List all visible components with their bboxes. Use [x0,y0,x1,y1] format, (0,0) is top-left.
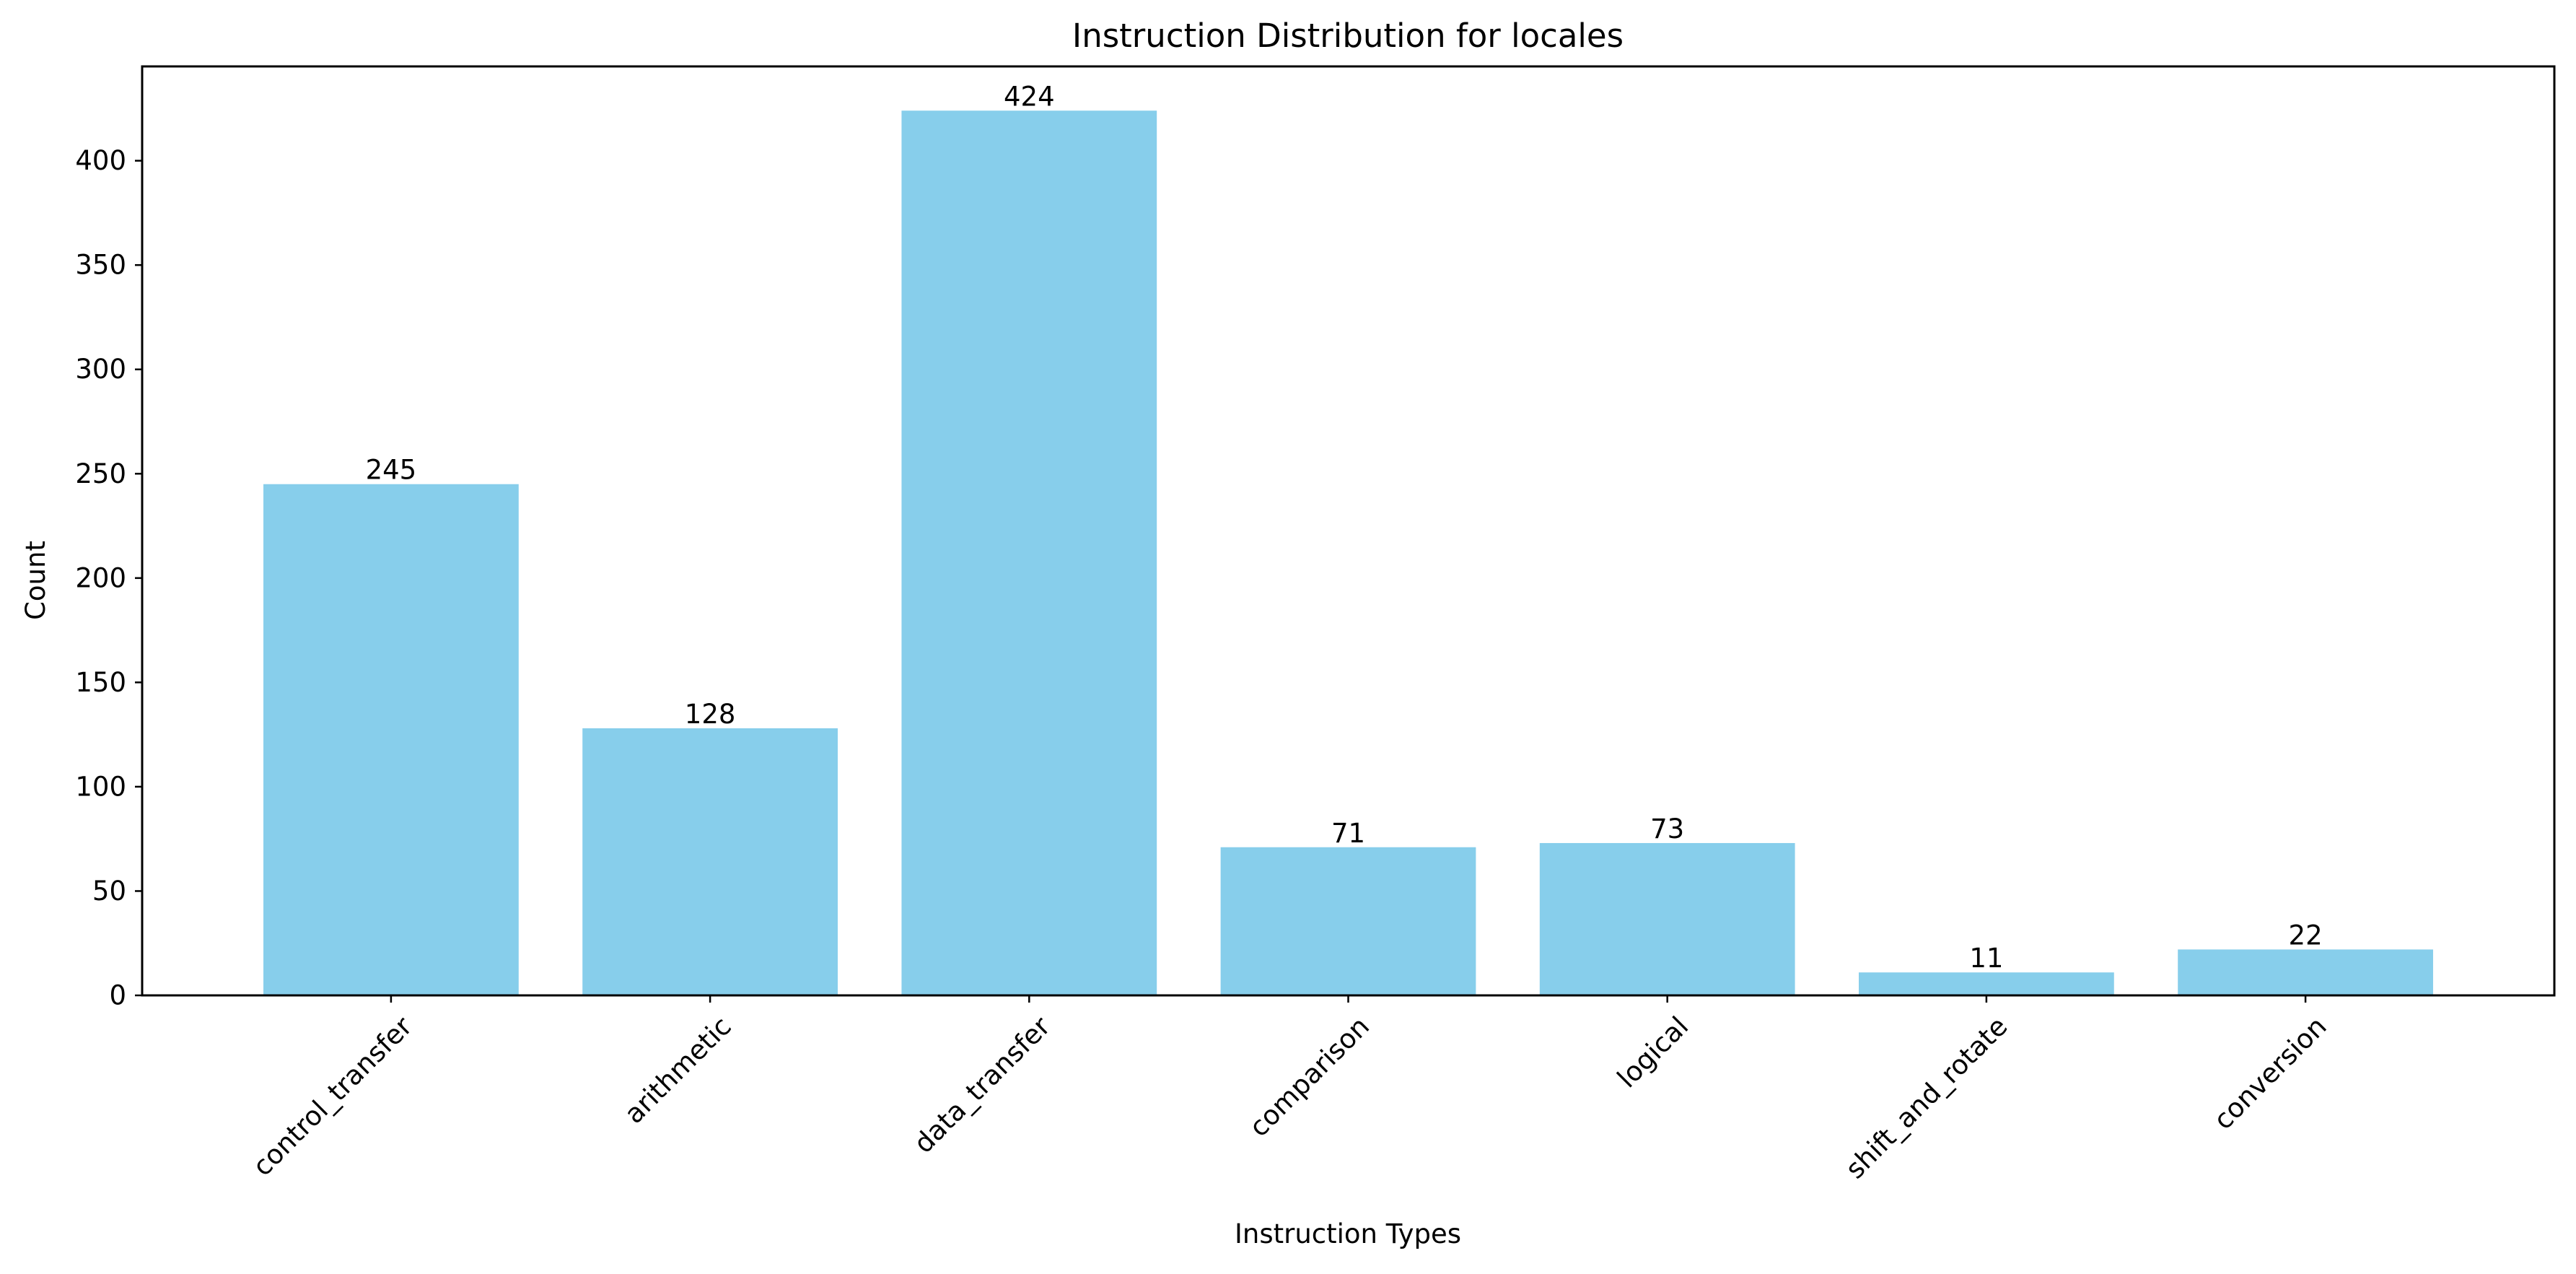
y-tick-label-0: 0 [109,980,126,1011]
y-tick-label-100: 100 [75,771,126,802]
data-label-control-transfer: 245 [366,455,417,486]
bar-logical [1539,842,1795,995]
y-tick-label-250: 250 [75,458,126,489]
bar-conversion [2178,949,2433,995]
y-tick-label-300: 300 [75,354,126,385]
data-labels-layer: 245 128 424 71 73 11 22 [366,81,2323,974]
x-tick-label-shift-and-rotate: shift_and_rotate [1839,1011,2013,1184]
x-tick-label-data-transfer: data_transfer [908,1011,1056,1159]
y-tick-label-400: 400 [75,145,126,176]
data-label-conversion: 22 [2289,920,2323,951]
x-tick-label-arithmetic: arithmetic [618,1011,737,1130]
data-label-comparison: 71 [1331,818,1365,849]
x-tick-label-comparison: comparison [1243,1011,1375,1143]
x-tick-label-conversion: conversion [2207,1011,2332,1135]
y-tick-label-150: 150 [75,667,126,698]
y-axis-title: Count [20,541,51,620]
chart-title: Instruction Distribution for locales [1072,17,1624,55]
bars-layer [263,110,2433,995]
x-tick-label-logical: logical [1611,1011,1694,1094]
data-label-shift-and-rotate: 11 [1969,943,2003,974]
y-tick-label-200: 200 [75,562,126,593]
data-label-logical: 73 [1650,813,1684,845]
y-tick-label-350: 350 [75,250,126,281]
y-axis: 0 50 100 150 200 250 300 350 400 [75,145,142,1011]
y-tick-label-50: 50 [92,876,126,907]
bar-data-transfer [901,110,1157,995]
plot-frame [141,65,2556,997]
bar-control-transfer [263,484,519,995]
x-axis-title: Instruction Types [1235,1218,1461,1249]
x-tick-label-control-transfer: control_transfer [247,1011,419,1182]
data-label-arithmetic: 128 [685,699,736,730]
x-axis: control_transfer arithmetic data_transfer c… [247,995,2333,1184]
bar-arithmetic [582,728,838,995]
bar-shift-and-rotate [1859,972,2114,995]
bar-comparison [1220,847,1476,995]
data-label-data-transfer: 424 [1004,81,1055,112]
